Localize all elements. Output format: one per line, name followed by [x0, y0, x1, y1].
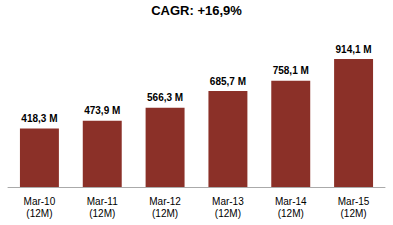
svg-text:473,9 M: 473,9 M	[84, 105, 120, 116]
svg-text:(12M): (12M)	[26, 208, 52, 219]
svg-text:Mar-10: Mar-10	[24, 196, 56, 207]
svg-text:(12M): (12M)	[341, 208, 367, 219]
svg-text:(12M): (12M)	[215, 208, 241, 219]
svg-text:Mar-11: Mar-11	[87, 196, 118, 207]
svg-text:418,3 M: 418,3 M	[21, 113, 57, 124]
svg-text:Mar-13: Mar-13	[212, 196, 244, 207]
svg-text:(12M): (12M)	[89, 208, 115, 219]
svg-text:Mar-12: Mar-12	[149, 196, 181, 207]
svg-text:(12M): (12M)	[152, 208, 178, 219]
svg-text:CAGR: +16,9%: CAGR: +16,9%	[151, 3, 242, 18]
svg-text:758,1 M: 758,1 M	[273, 65, 309, 76]
svg-text:914,1 M: 914,1 M	[336, 44, 372, 55]
svg-text:Mar-14: Mar-14	[275, 196, 307, 207]
svg-text:(12M): (12M)	[278, 208, 304, 219]
svg-text:566,3 M: 566,3 M	[147, 92, 183, 103]
svg-text:Mar-15: Mar-15	[338, 196, 370, 207]
svg-text:685,7 M: 685,7 M	[210, 76, 246, 87]
